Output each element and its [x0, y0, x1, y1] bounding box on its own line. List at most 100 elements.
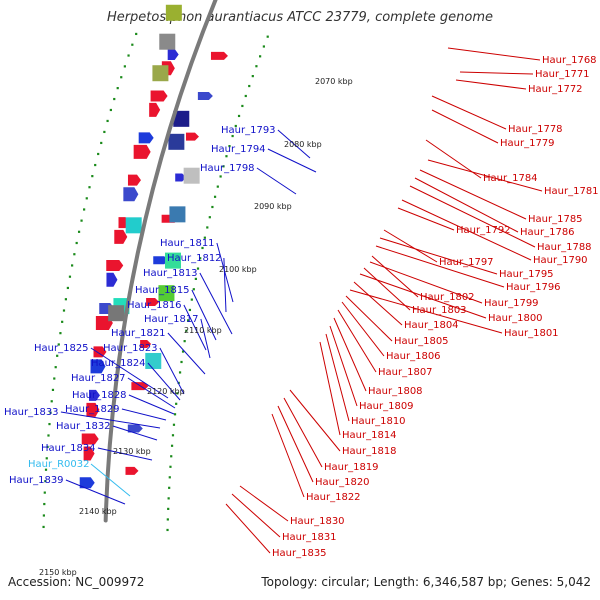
- leader-line: [414, 177, 519, 233]
- leader-line: [200, 318, 211, 359]
- gene-label[interactable]: Haur_1811: [160, 238, 215, 249]
- gene-label[interactable]: Haur_1798: [200, 163, 255, 174]
- gene-label[interactable]: Haur_1814: [342, 430, 397, 441]
- gene-label[interactable]: Haur_1790: [533, 255, 588, 266]
- gene-label[interactable]: Haur_1792: [456, 225, 511, 236]
- plus-strand-gene-labels: Haur_1768 Haur_1771 Haur_1772 Haur_1778 Haur…: [272, 55, 599, 559]
- gene-label[interactable]: Haur_1833: [4, 407, 59, 418]
- gene-label[interactable]: Haur_1799: [484, 298, 539, 309]
- gene-label[interactable]: Haur_1768: [542, 55, 597, 66]
- gene-label[interactable]: Haur_1785: [528, 214, 583, 225]
- tick-dot: [167, 507, 170, 510]
- leader-line: [427, 159, 543, 192]
- gene-label[interactable]: Haur_1827: [71, 373, 126, 384]
- tick-dot: [68, 275, 72, 278]
- leader-line: [121, 408, 167, 421]
- gene-label[interactable]: Haur_1812: [167, 253, 222, 264]
- gene-label[interactable]: Haur_1823: [103, 343, 158, 354]
- leader-line: [90, 463, 131, 497]
- gene-label[interactable]: Haur_1825: [34, 343, 89, 354]
- gene-label[interactable]: Haur_1778: [508, 124, 563, 135]
- tick-dot: [231, 134, 234, 138]
- gene-label[interactable]: Haur_1808: [368, 386, 423, 397]
- gene-label[interactable]: Haur_1795: [499, 269, 554, 280]
- tick-dot: [73, 253, 76, 256]
- scale-tick-label: 2140 kbp: [79, 507, 117, 516]
- gene-label[interactable]: Haur_1786: [520, 227, 575, 238]
- gene-label[interactable]: Haur_1828: [72, 390, 127, 401]
- leader-line: [329, 325, 358, 407]
- gene-label[interactable]: Haur_1802: [420, 292, 475, 303]
- gene-label[interactable]: Haur_R0032: [28, 459, 90, 470]
- gene-label[interactable]: Haur_1788: [537, 242, 592, 253]
- minus-strand-gene: [125, 466, 139, 475]
- gene-label[interactable]: Haur_1797: [439, 257, 494, 268]
- gene-label[interactable]: Haur_1784: [483, 173, 538, 184]
- leader-line: [431, 95, 507, 130]
- gene-feature-block: [159, 33, 176, 50]
- gene-label[interactable]: Haur_1839: [9, 475, 64, 486]
- plus-strand-gene: [149, 102, 161, 117]
- gene-label[interactable]: Haur_1771: [535, 69, 590, 80]
- gene-label[interactable]: Haur_1832: [56, 421, 111, 432]
- gene-label[interactable]: Haur_1796: [506, 282, 561, 293]
- tick-dot: [71, 264, 74, 267]
- gene-feature-block: [152, 65, 169, 82]
- scale-tick-label: 2090 kbp: [254, 202, 292, 211]
- gene-feature-block: [145, 352, 162, 369]
- leader-line: [447, 47, 541, 61]
- gene-label[interactable]: Haur_1829: [65, 404, 120, 415]
- gene-label[interactable]: Haur_1818: [342, 446, 397, 457]
- leader-line: [401, 199, 532, 261]
- gene-label[interactable]: Haur_1793: [221, 125, 276, 136]
- gene-label[interactable]: Haur_1804: [404, 320, 459, 331]
- tick-dot: [44, 468, 48, 471]
- tick-dot: [181, 350, 185, 353]
- plus-strand-gene: [86, 402, 100, 417]
- gene-label[interactable]: Haur_1817: [144, 314, 199, 325]
- leader-line: [159, 347, 185, 395]
- gene-label[interactable]: Haur_1801: [504, 328, 559, 339]
- gene-label[interactable]: Haur_1816: [127, 300, 182, 311]
- leader-line: [277, 405, 314, 483]
- tick-dot: [51, 388, 55, 392]
- tick-dot: [80, 219, 83, 222]
- tick-dot: [211, 205, 214, 209]
- gene-label[interactable]: Haur_1830: [290, 516, 345, 527]
- tick-dot: [56, 354, 59, 357]
- leader-line: [459, 71, 534, 75]
- gene-label[interactable]: Haur_1831: [282, 532, 337, 543]
- leader-line: [363, 267, 411, 311]
- gene-label[interactable]: Haur_1805: [394, 336, 449, 347]
- gene-label[interactable]: Haur_1819: [324, 462, 379, 473]
- gene-label[interactable]: Haur_1815: [135, 285, 190, 296]
- gene-label[interactable]: Haur_1810: [351, 416, 406, 427]
- genome-backbone: [103, 0, 218, 523]
- gene-label[interactable]: Haur_1834: [41, 443, 96, 454]
- gene-label[interactable]: Haur_1835: [272, 548, 327, 559]
- tick-dot: [222, 165, 225, 168]
- gene-label[interactable]: Haur_1803: [412, 305, 467, 316]
- gene-feature-block: [165, 4, 182, 21]
- gene-label[interactable]: Haur_1779: [500, 138, 555, 149]
- tick-dot: [171, 434, 175, 437]
- gene-label[interactable]: Haur_1794: [211, 144, 266, 155]
- gene-label[interactable]: Haur_1800: [488, 313, 543, 324]
- gene-label[interactable]: Haur_1807: [378, 367, 433, 378]
- gene-label[interactable]: Haur_1806: [386, 351, 441, 362]
- gene-label[interactable]: Haur_1809: [359, 401, 414, 412]
- gene-label[interactable]: Haur_1813: [143, 268, 198, 279]
- tick-dot: [208, 216, 211, 219]
- gene-label[interactable]: Haur_1822: [306, 492, 361, 503]
- tick-dot: [61, 320, 64, 323]
- gene-label[interactable]: Haur_1821: [111, 328, 166, 339]
- leader-line: [256, 167, 297, 195]
- tick-marks: [42, 32, 269, 532]
- leader-line: [225, 503, 271, 554]
- gene-label[interactable]: Haur_1824: [91, 358, 146, 369]
- leader-line: [345, 295, 393, 342]
- gene-label[interactable]: Haur_1781: [544, 186, 599, 197]
- gene-label[interactable]: Haur_1820: [315, 477, 370, 488]
- gene-label[interactable]: Haur_1772: [528, 84, 583, 95]
- leader-line: [60, 411, 161, 429]
